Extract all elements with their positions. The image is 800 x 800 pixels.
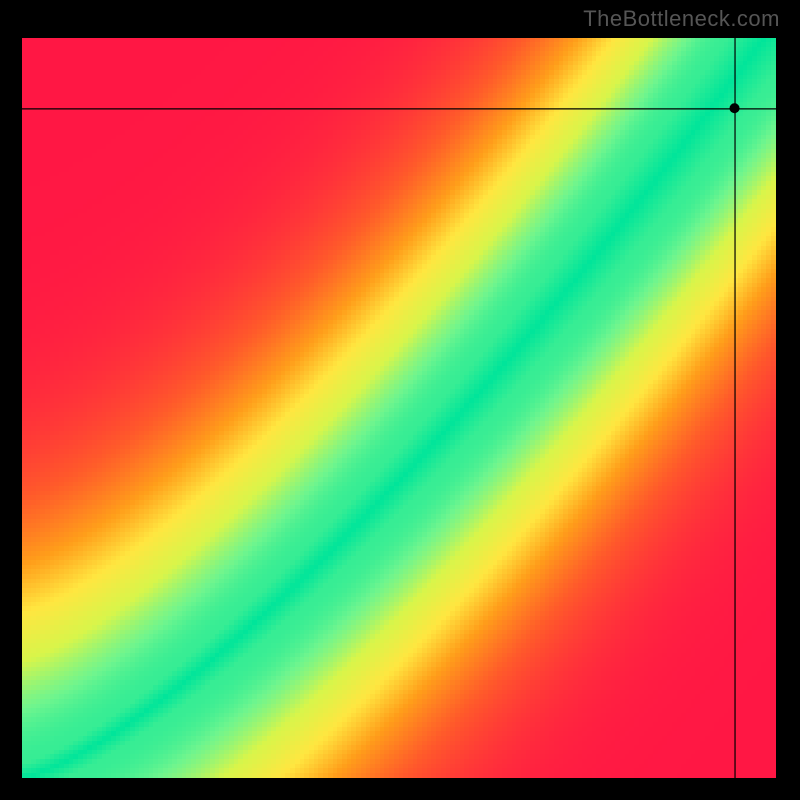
bottleneck-heatmap	[22, 38, 776, 778]
watermark-text: TheBottleneck.com	[583, 6, 780, 32]
chart-container: { "watermark": { "text": "TheBottleneck.…	[0, 0, 800, 800]
